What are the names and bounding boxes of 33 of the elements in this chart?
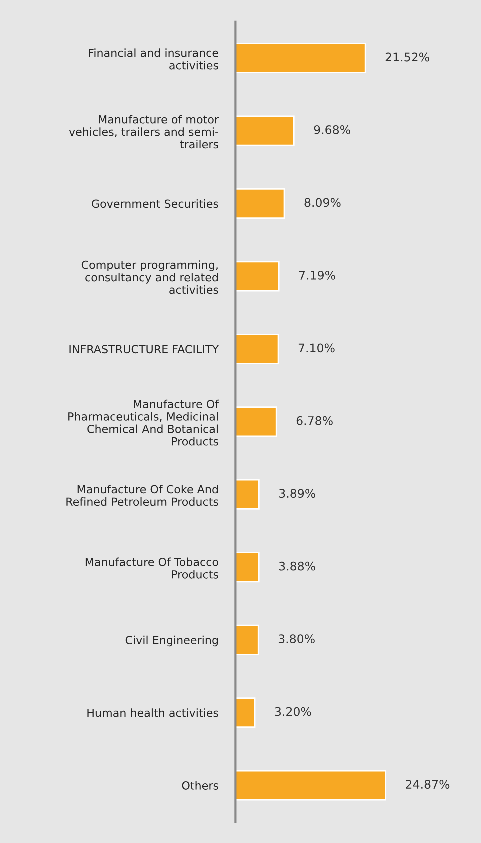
bar [236,552,260,583]
y-tick-label: Government Securities [92,200,218,208]
bar [236,43,366,74]
y-tick-label: Manufacture of motor vehicles, trailers and semi- trailers [69,115,220,149]
bar [236,698,256,728]
y-tick-label: Manufacture Of Pharmaceuticals, Medicinal Chemical And Botanical Products [68,400,220,446]
bar [236,334,280,364]
bar [236,261,280,292]
y-tick-label: Civil Engineering [126,636,218,647]
y-tick-label: Manufacture Of Coke And Refined Petroleum Products [66,485,218,506]
y-tick-label: Financial and insurance activities [89,48,218,70]
bar [236,479,260,510]
data-label: 3.88% [279,562,316,571]
data-label: 7.19% [300,270,336,280]
bar [236,188,286,219]
data-label: 9.68% [314,126,350,134]
data-label: 7.10% [298,344,335,353]
y-tick-label: Human health activities [88,708,218,718]
data-label: 3.89% [280,489,316,498]
data-label: 21.52% [386,52,430,62]
bar [236,624,260,656]
data-label: 3.20% [275,707,312,716]
y-tick-label: INFRASTRUCTURE FACILITY [70,345,220,354]
data-label: 8.09% [304,198,341,208]
y-tick-label: Computer programming, consultancy and related activities [82,260,218,294]
bar [236,406,278,438]
data-label: 24.87% [406,780,450,789]
data-label: 6.78% [296,416,333,426]
data-label: 3.80% [278,634,315,644]
bar [236,770,387,801]
y-tick-label: Others [182,781,218,790]
bar [236,116,295,146]
y-tick-label: Manufacture Of Tobacco Products [86,558,218,579]
